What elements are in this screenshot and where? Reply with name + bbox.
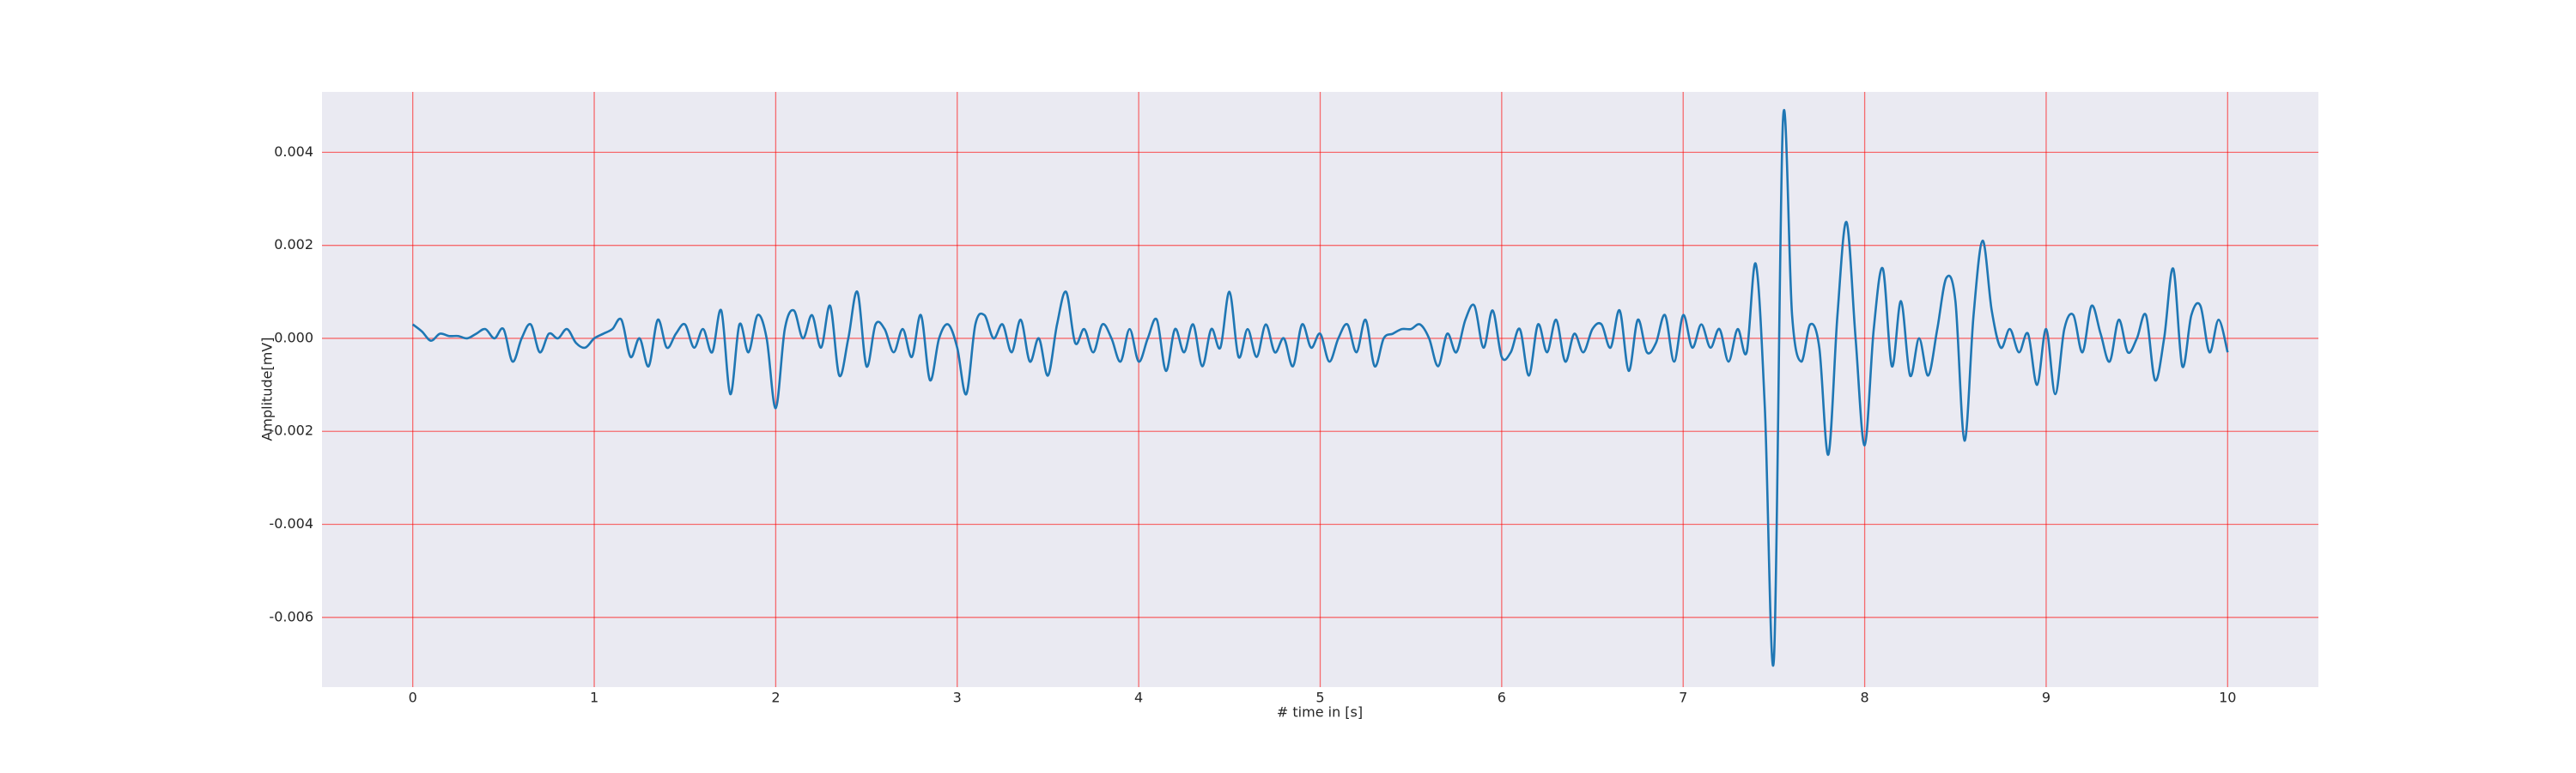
y-tick-label: 0.004 [274, 143, 313, 160]
marks [411, 109, 2229, 667]
x-tick-label: 0 [409, 690, 417, 706]
x-tick-label: 10 [2219, 690, 2236, 706]
x-tick-label: 6 [1498, 690, 1506, 706]
y-tick-label: 0.002 [274, 236, 313, 253]
y-axis-label: Amplitude[mV] [259, 337, 276, 441]
signal-line [411, 109, 2229, 667]
x-tick-label: 1 [590, 690, 598, 706]
x-tick-label: 9 [2042, 690, 2050, 706]
y-tick-label: -0.004 [269, 515, 313, 532]
y-tick-label: -0.006 [269, 608, 313, 624]
y-tick-label: -0.002 [269, 423, 313, 439]
grid [322, 92, 2318, 687]
x-tick-label: 8 [1860, 690, 1868, 706]
x-tick-label: 4 [1134, 690, 1143, 706]
x-tick-label: 5 [1315, 690, 1324, 706]
x-tick-label: 7 [1679, 690, 1687, 706]
x-axis-label: # time in [s] [1277, 704, 1363, 721]
x-tick-label: 2 [771, 690, 780, 706]
labels: # time in [s] Amplitude[mV] 0 1 2 3 4 5 6 7 8 9 10… [259, 143, 2237, 721]
y-tick-label: 0.000 [274, 329, 313, 345]
x-tick-label: 3 [953, 690, 962, 706]
